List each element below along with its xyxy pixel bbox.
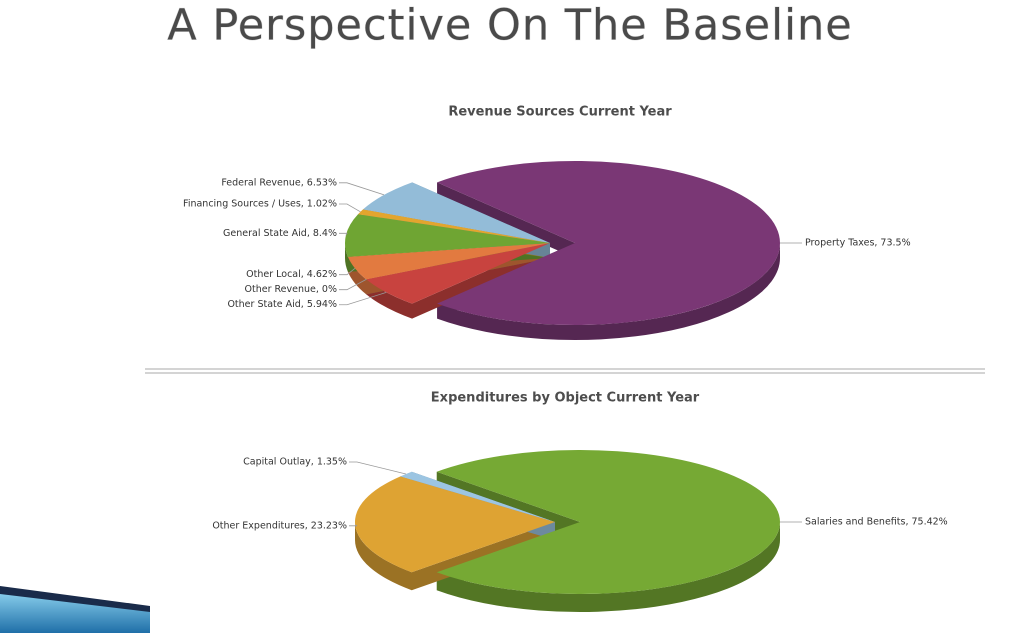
slice-label: Other Local, 4.62% xyxy=(246,269,337,280)
slice xyxy=(400,471,555,522)
slide-title: A Perspective On The Baseline xyxy=(167,1,853,51)
slice xyxy=(363,182,550,243)
label-connector xyxy=(339,279,367,291)
slice-label: Other Revenue, 0% xyxy=(245,284,337,295)
slice xyxy=(358,209,550,243)
slice-label: General State Aid, 8.4% xyxy=(223,228,337,239)
label-connector xyxy=(339,268,356,276)
slice-side xyxy=(436,471,780,612)
decor-arrow-edge xyxy=(0,586,150,612)
label-connector xyxy=(349,524,358,527)
label-connector xyxy=(339,182,385,196)
label-connector xyxy=(339,203,361,213)
chart-title: Revenue Sources Current Year xyxy=(448,105,672,120)
slice xyxy=(366,243,550,304)
slice-label: Other State Aid, 5.94% xyxy=(227,299,337,310)
chart-title: Expenditures by Object Current Year xyxy=(431,391,700,406)
slice xyxy=(345,214,550,257)
label-connector xyxy=(349,461,407,475)
slice xyxy=(437,160,780,325)
slice-label: Salaries and Benefits, 75.42% xyxy=(805,517,948,528)
slice-label: Capital Outlay, 1.35% xyxy=(243,456,347,467)
slice xyxy=(354,476,555,573)
slice-label: Financing Sources / Uses, 1.02% xyxy=(183,198,337,209)
slice-label: Property Taxes, 73.5% xyxy=(805,238,911,249)
slice-label: Other Expenditures, 23.23% xyxy=(212,520,347,531)
label-connector xyxy=(339,291,387,306)
slice-label: Federal Revenue, 6.53% xyxy=(221,177,337,188)
slice-side xyxy=(437,182,780,340)
slice xyxy=(347,243,550,280)
decor-arrow xyxy=(0,590,150,633)
slice xyxy=(436,450,780,594)
label-connector xyxy=(339,232,348,236)
